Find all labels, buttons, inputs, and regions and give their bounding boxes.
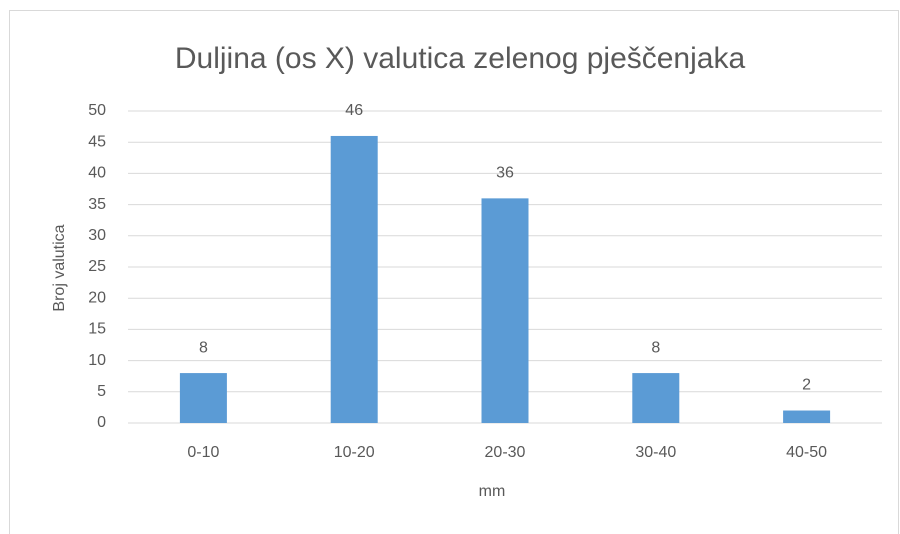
x-tick-label: 10-20 [334,444,375,461]
bar [481,198,529,423]
data-label: 8 [199,339,208,356]
y-tick-label: 50 [88,102,106,119]
data-label: 36 [496,165,514,182]
bar [179,373,227,423]
chart-title: Duljina (os X) valutica zelenog pješčenj… [175,42,746,75]
data-label: 8 [651,339,660,356]
y-tick-label: 10 [88,352,106,369]
bar [783,410,831,423]
x-tick-label: 40-50 [786,444,827,461]
y-tick-label: 15 [88,321,106,338]
y-tick-label: 0 [97,414,106,431]
y-axis-label: Broj valutica [51,224,68,311]
y-tick-label: 25 [88,258,106,275]
x-axis-label: mm [479,483,506,500]
x-tick-label: 20-30 [485,444,526,461]
bar [330,135,378,423]
y-tick-label: 40 [88,165,106,182]
data-label: 46 [345,102,363,119]
y-tick-label: 45 [88,133,106,150]
x-tick-label: 0-10 [187,444,219,461]
bar [632,373,680,423]
y-tick-label: 35 [88,196,106,213]
data-label: 2 [802,377,811,394]
y-tick-label: 30 [88,227,106,244]
x-tick-label: 30-40 [635,444,676,461]
y-tick-label: 5 [97,383,106,400]
chart-frame [9,10,899,534]
y-tick-label: 20 [88,289,106,306]
